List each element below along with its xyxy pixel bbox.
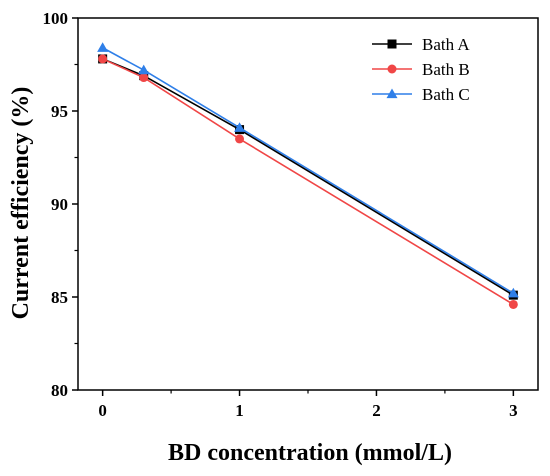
y-tick-label: 100 (43, 9, 69, 28)
y-tick-label: 85 (51, 288, 68, 307)
x-tick-label: 0 (98, 401, 107, 420)
data-point-bath-c (97, 42, 109, 52)
legend-marker (387, 39, 397, 49)
legend-marker (386, 88, 398, 99)
data-point-bath-c (507, 287, 519, 298)
data-point-bath-c (234, 122, 246, 132)
legend-item-bath-c: Bath C (372, 85, 470, 104)
legend-item-bath-b: Bath B (372, 60, 470, 79)
data-point-bath-b (235, 134, 245, 144)
y-tick-label: 95 (51, 102, 68, 121)
data-point-bath-c (138, 64, 150, 75)
legend-item-bath-a: Bath A (372, 35, 470, 54)
y-tick-label: 90 (51, 195, 68, 214)
legend-label: Bath B (422, 60, 470, 79)
legend-label: Bath C (422, 85, 470, 104)
legend-marker (387, 64, 397, 74)
data-point-bath-b (508, 299, 518, 309)
x-axis-ticks: 0 1 2 3 (98, 390, 518, 420)
x-tick-label: 1 (235, 401, 244, 420)
legend-label: Bath A (422, 35, 470, 54)
data-point-bath-b (98, 54, 108, 64)
series-line-bath-c (102, 47, 514, 294)
y-tick-label: 80 (51, 381, 68, 400)
series-line-bath-b (102, 58, 514, 306)
x-tick-label: 3 (509, 401, 518, 420)
y-axis-label: Current efficiency (%) (8, 87, 34, 320)
series-layer (97, 42, 519, 309)
x-tick-label: 2 (372, 401, 381, 420)
data-point-bath-b (139, 73, 149, 83)
x-axis-label: BD concentration (mmol/L) (168, 440, 452, 466)
series-bath-c (97, 42, 519, 298)
series-bath-b (98, 54, 518, 309)
y-axis-ticks: 80 85 90 95 100 (43, 9, 78, 400)
legend: Bath A Bath B Bath C (372, 35, 470, 104)
series-line-bath-a (102, 58, 514, 296)
